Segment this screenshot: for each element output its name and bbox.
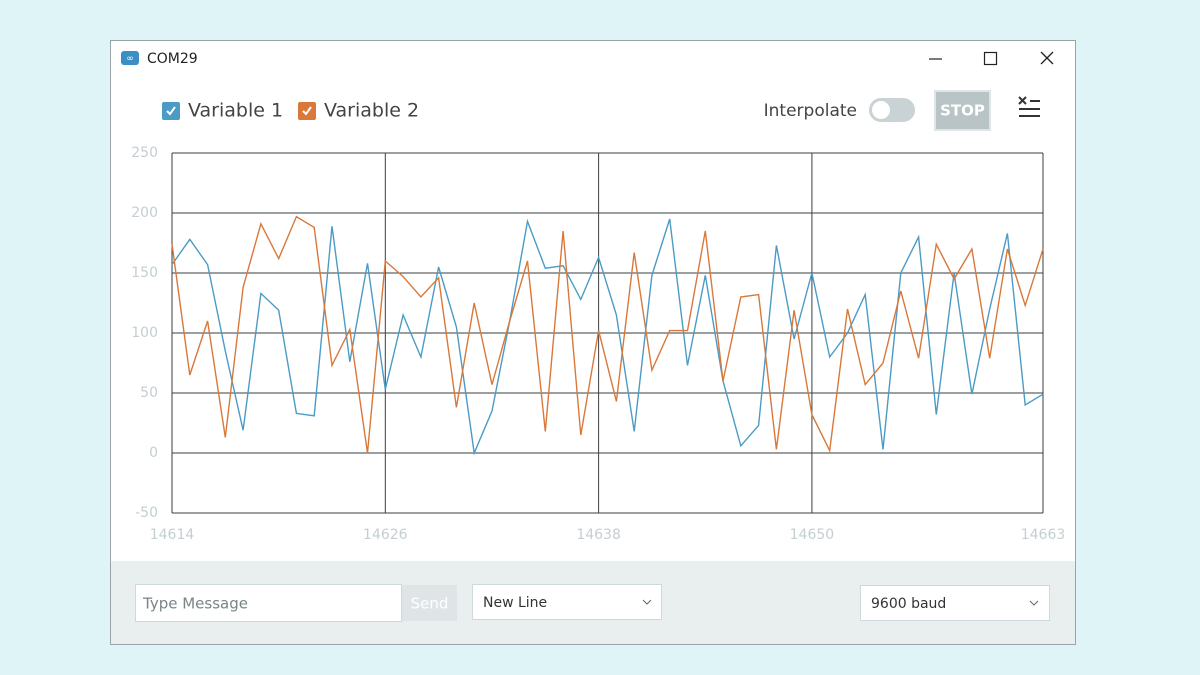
app-icon-glyph: ∞ (126, 54, 134, 64)
y-tick-label: 100 (131, 325, 158, 341)
y-tick-label: -50 (135, 505, 158, 521)
y-tick-label: 50 (140, 385, 158, 401)
legend-label: Variable 1 (188, 100, 283, 122)
window (110, 40, 1076, 645)
send-label: Send (411, 595, 449, 613)
interpolate-label: Interpolate (764, 101, 857, 121)
send-button[interactable] (402, 585, 457, 621)
stop-label: STOP (940, 102, 985, 120)
maximize-button[interactable] (983, 51, 998, 66)
y-tick-label: 150 (131, 265, 158, 281)
y-tick-label: 250 (131, 145, 158, 161)
line-ending-select[interactable] (472, 584, 662, 620)
series-line (171, 215, 1044, 454)
close-button[interactable] (1040, 51, 1054, 65)
line-ending-value: New Line (483, 595, 547, 611)
baud-select[interactable] (860, 585, 1050, 621)
x-tick-label: 14614 (150, 527, 195, 543)
y-tick-label: 200 (131, 205, 158, 221)
toggle-knob (872, 101, 890, 119)
y-tick-label: 0 (149, 445, 158, 461)
message-placeholder: Type Message (142, 595, 248, 613)
x-tick-label: 14626 (363, 527, 408, 543)
legend: Variable 1 Variable 2 (162, 100, 419, 122)
x-tick-label: 14663 (1021, 527, 1066, 543)
legend-label: Variable 2 (324, 100, 419, 122)
baud-value: 9600 baud (871, 596, 946, 612)
dropdown-arrow (1029, 600, 1039, 606)
message-input[interactable] (135, 584, 402, 622)
clear-button[interactable] (1018, 96, 1040, 117)
app-icon (121, 51, 139, 65)
check-mark (302, 106, 312, 116)
stop-button[interactable] (934, 90, 991, 131)
x-tick-label: 14638 (576, 527, 621, 543)
window-title: COM29 (147, 51, 198, 67)
dropdown-arrow (642, 599, 652, 605)
plot: -50 0 50 100 150 200 250 14614 14626 14638 14650 14… (131, 145, 1065, 543)
check-mark (166, 106, 176, 116)
x-tick-label: 14650 (790, 527, 835, 543)
